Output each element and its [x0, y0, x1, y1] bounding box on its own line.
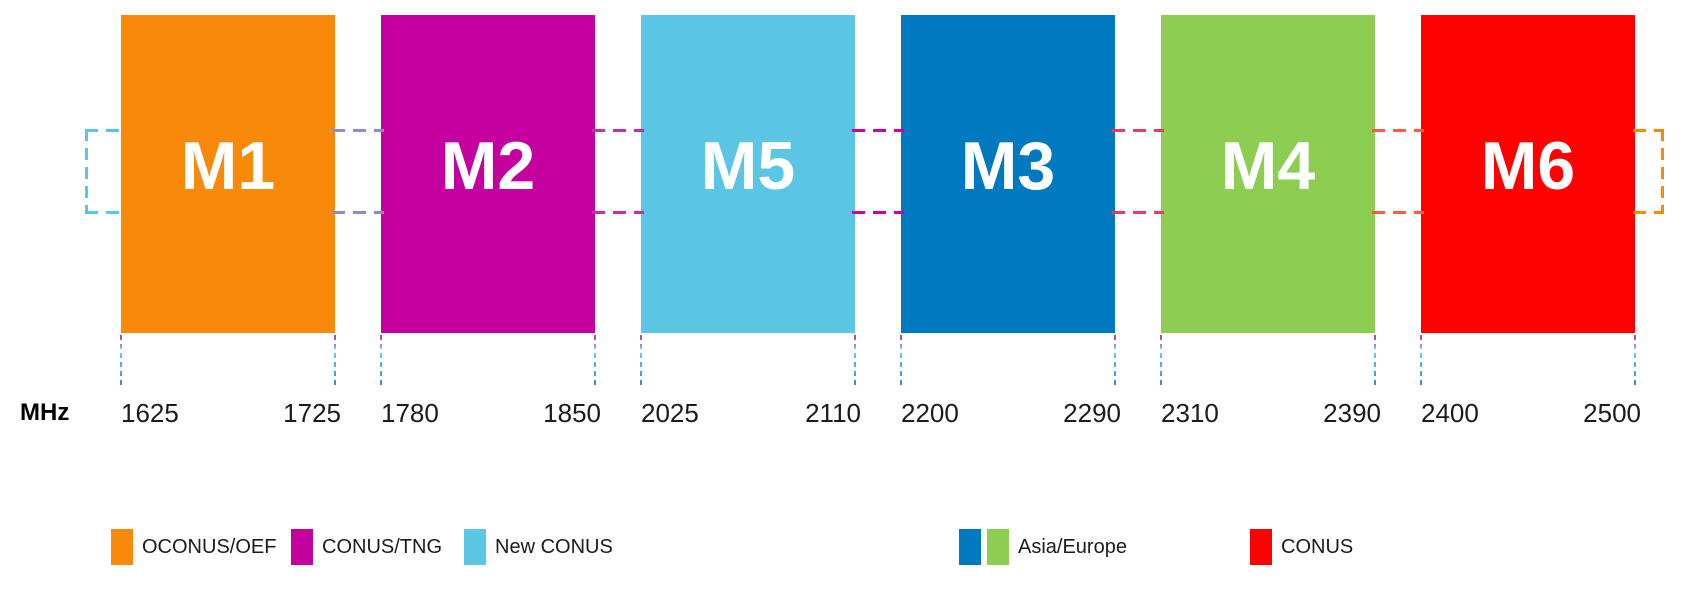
band-connector	[1112, 129, 1164, 132]
band-block-m5: M5	[641, 15, 855, 333]
legend-swatch	[1250, 529, 1272, 565]
band-label: M6	[1480, 128, 1576, 204]
band-label: M2	[440, 128, 536, 204]
left-bracket-vertical	[85, 129, 88, 214]
freq-label-high: 2500	[1583, 398, 1641, 428]
legend-swatch	[111, 529, 133, 565]
band-tick-low	[120, 335, 122, 388]
band-label: M1	[180, 128, 276, 204]
band-block-m6: M6	[1421, 15, 1635, 333]
left-bracket-horizontal	[85, 129, 121, 132]
legend-label: New CONUS	[495, 535, 613, 558]
right-bracket-horizontal	[1633, 129, 1664, 132]
legend-label: CONUS	[1281, 535, 1354, 558]
freq-label-low: 1625	[121, 398, 179, 428]
legend-label: OCONUS/OEF	[142, 535, 277, 558]
band-block-m4: M4	[1161, 15, 1375, 333]
legend-item-conus: CONUS	[1250, 529, 1353, 565]
band-tick-low	[640, 335, 642, 388]
freq-label-high: 2290	[1063, 398, 1121, 428]
right-bracket-vertical	[1661, 129, 1664, 214]
band-tick-low	[380, 335, 382, 388]
freq-label-high: 1850	[543, 398, 601, 428]
band-connector	[1372, 211, 1424, 214]
freq-label-low: 2400	[1421, 398, 1479, 428]
legend-item-conus-tng: CONUS/TNG	[291, 529, 442, 565]
band-tick-low	[1420, 335, 1422, 388]
band-tick-high	[594, 335, 596, 388]
band-block-m1: M1	[121, 15, 335, 333]
band-tick-high	[1634, 335, 1636, 388]
legend-label: CONUS/TNG	[322, 535, 442, 558]
legend-swatch	[987, 529, 1009, 565]
band-block-m3: M3	[901, 15, 1115, 333]
freq-label-low: 1780	[381, 398, 439, 428]
legend-swatch	[291, 529, 313, 565]
band-connector	[1112, 211, 1164, 214]
freq-label-low: 2200	[901, 398, 959, 428]
freq-label-high: 2110	[805, 398, 861, 428]
band-connector	[592, 211, 644, 214]
band-tick-high	[1114, 335, 1116, 388]
band-label: M4	[1220, 128, 1316, 204]
mhz-unit-label: MHz	[20, 399, 70, 426]
band-label: M3	[960, 128, 1056, 204]
band-tick-high	[1374, 335, 1376, 388]
left-bracket-horizontal	[85, 211, 121, 214]
band-tick-high	[854, 335, 856, 388]
legend-item-asia-europe: Asia/Europe	[959, 529, 1127, 565]
right-bracket-horizontal	[1633, 211, 1664, 214]
band-tick-low	[1160, 335, 1162, 388]
band-connector	[332, 129, 384, 132]
freq-label-low: 2310	[1161, 398, 1219, 428]
band-connector	[852, 129, 904, 132]
band-block-m2: M2	[381, 15, 595, 333]
legend-item-oconus-oef: OCONUS/OEF	[111, 529, 276, 565]
freq-label-high: 1725	[283, 398, 341, 428]
legend-swatch	[464, 529, 486, 565]
legend-label: Asia/Europe	[1018, 535, 1127, 558]
band-connector	[852, 211, 904, 214]
freq-label-low: 2025	[641, 398, 699, 428]
band-tick-low	[900, 335, 902, 388]
band-tick-high	[334, 335, 336, 388]
band-connector	[332, 211, 384, 214]
band-label: M5	[700, 128, 796, 204]
band-connector	[592, 129, 644, 132]
freq-label-high: 2390	[1323, 398, 1381, 428]
band-connector	[1372, 129, 1424, 132]
legend-swatch	[959, 529, 981, 565]
legend-item-new-conus: New CONUS	[464, 529, 613, 565]
